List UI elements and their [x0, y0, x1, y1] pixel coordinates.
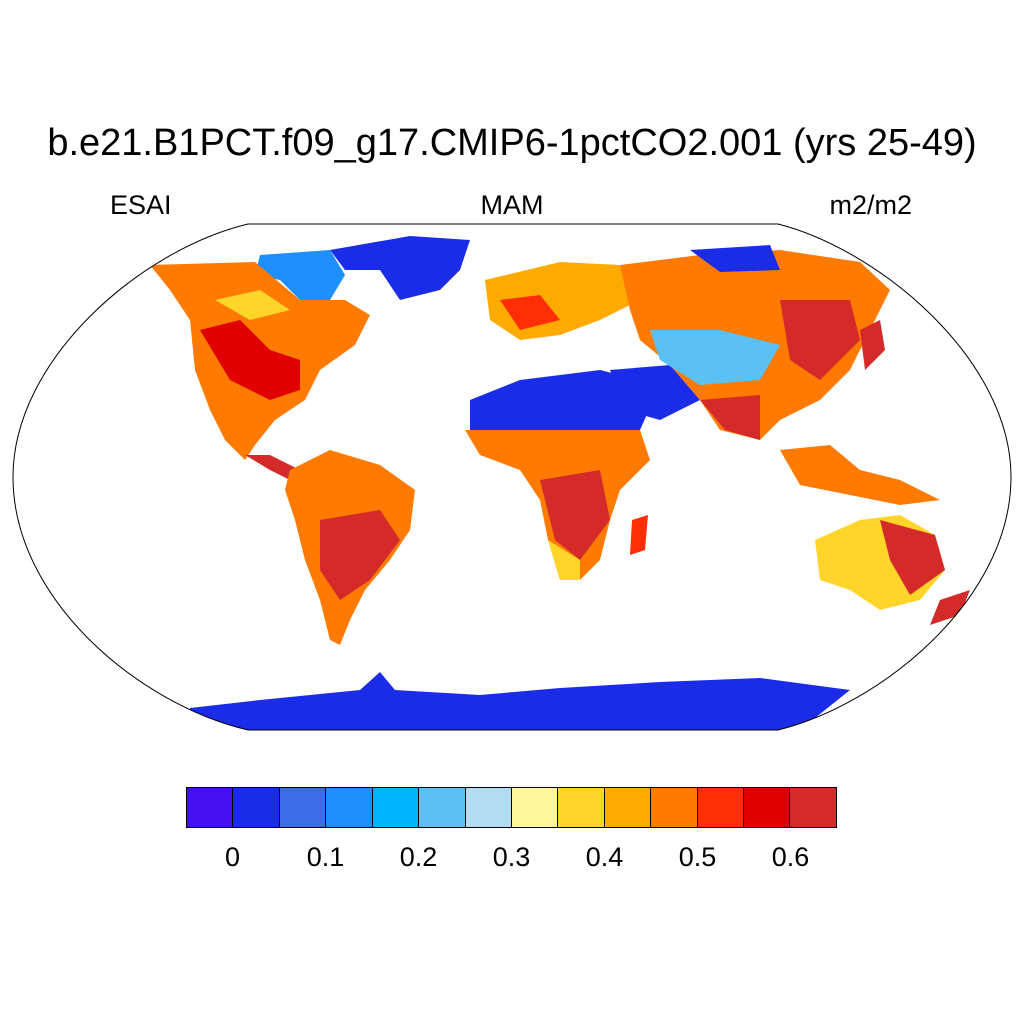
colorbar-cell: [651, 788, 698, 827]
colorbar-cell: [233, 788, 280, 827]
colorbar-cell: [465, 788, 512, 827]
season-label: MAM: [480, 190, 544, 220]
colorbar-cell: [279, 788, 327, 827]
plot-title: b.e21.B1PCT.f09_g17.CMIP6-1pctCO2.001 (y…: [47, 122, 977, 164]
japan-region: [860, 320, 885, 370]
colorbar-cell: [372, 788, 420, 827]
colorbar-tick-label: 0: [224, 842, 241, 872]
colorbar-cell: [326, 788, 373, 827]
colorbar-tick-label: 0.1: [306, 842, 345, 872]
new-zealand-region: [930, 590, 970, 625]
colorbar-cell: [744, 788, 791, 827]
greenland-region: [330, 236, 470, 300]
sahara-region: [470, 370, 660, 440]
map-border: [12, 223, 1012, 731]
arctic-canada-region: [255, 250, 345, 300]
colorbar-tick-label: 0.5: [678, 842, 717, 872]
colorbar-cell: [697, 788, 745, 827]
central-america-region: [245, 455, 300, 480]
colorbar-cell: [187, 788, 234, 827]
colorbar-cell: [558, 788, 605, 827]
antarctica-region: [190, 672, 850, 730]
colorbar-cell: [790, 788, 836, 827]
colorbar-cell: [604, 788, 652, 827]
madagascar-region: [630, 515, 648, 555]
southeast-asia-region: [780, 445, 940, 505]
units-label: m2/m2: [829, 190, 912, 220]
colorbar-tick-label: 0.6: [771, 842, 810, 872]
colorbar-tick-label: 0.3: [492, 842, 531, 872]
colorbar-cell: [511, 788, 559, 827]
colorbar-cell: [419, 788, 466, 827]
colorbar-tick-label: 0.4: [585, 842, 624, 872]
variable-label: ESAI: [110, 190, 172, 220]
colorbar-tick-label: 0.2: [399, 842, 438, 872]
colorbar: [186, 787, 837, 828]
arabia-region: [610, 365, 700, 420]
